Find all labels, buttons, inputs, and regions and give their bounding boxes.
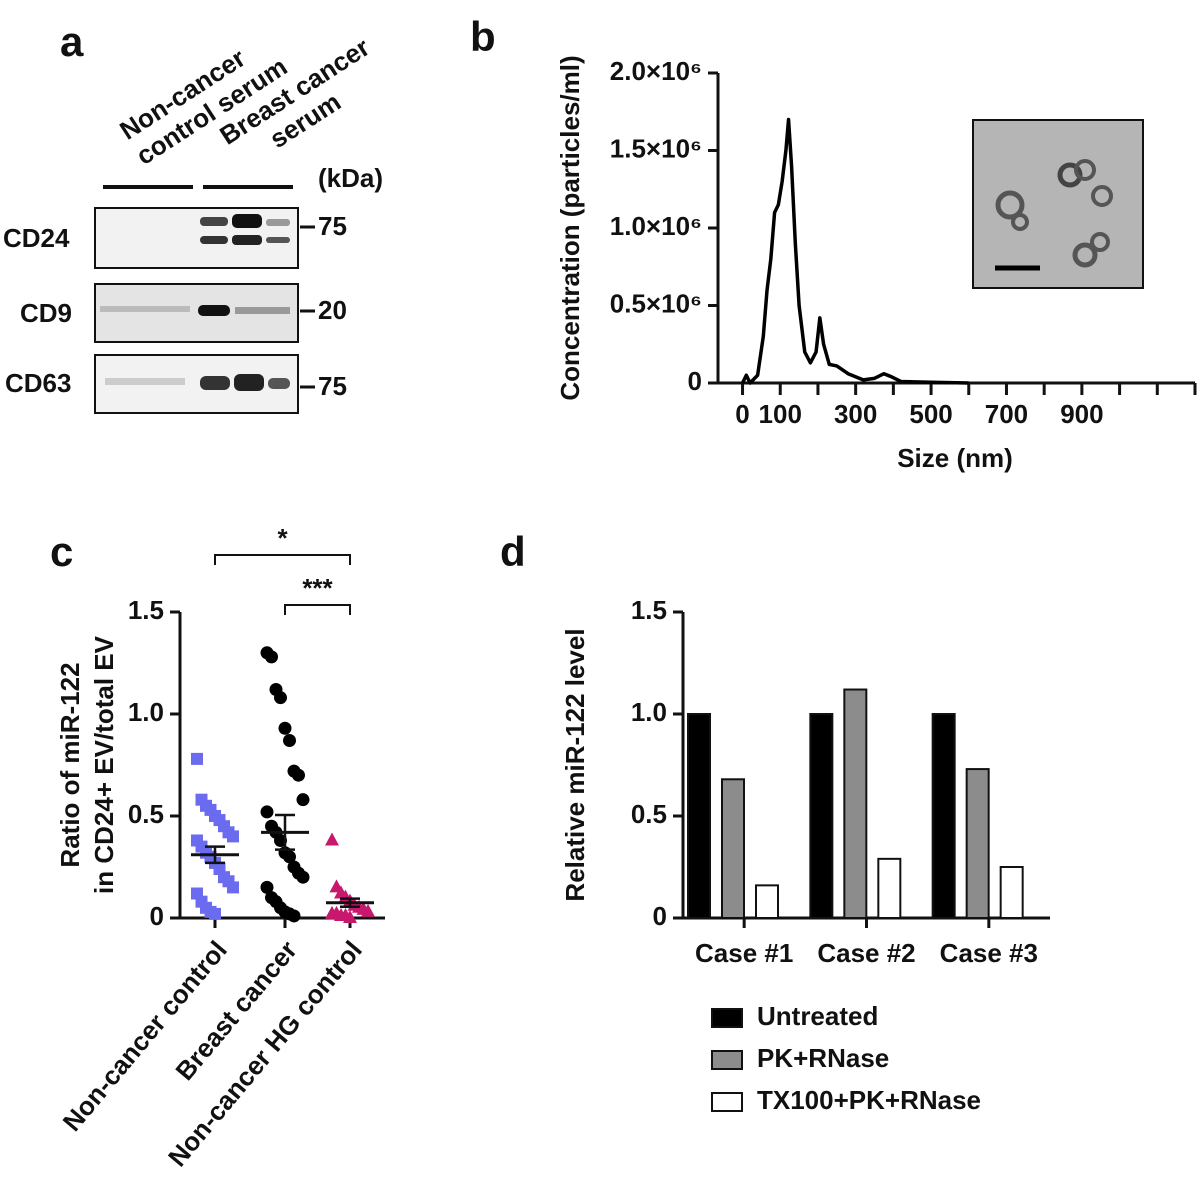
data-point (209, 907, 221, 920)
blot-marker: 20 (318, 295, 347, 325)
sem-bar (275, 813, 295, 851)
data-point (227, 830, 239, 843)
legend-swatch (711, 1008, 743, 1028)
bar (721, 778, 745, 920)
y-axis-label: Concentration (particles/ml) (555, 55, 585, 400)
legend-label: PK+RNase (757, 1043, 889, 1073)
y-axis-label: in CD24+ EV/total EV (89, 635, 119, 894)
blot-row-label: CD63 (5, 368, 71, 398)
bar (965, 768, 990, 920)
bar (843, 688, 868, 920)
legend-label: Untreated (757, 1001, 878, 1031)
data-point (292, 768, 305, 782)
data-point (274, 691, 287, 705)
y-tick-label: 0.5 (631, 799, 667, 829)
data-point (296, 870, 310, 884)
significance-bracket (214, 554, 351, 565)
data-point (278, 721, 292, 735)
data-point (260, 805, 274, 819)
legend-label: TX100+PK+RNase (757, 1085, 981, 1115)
x-tick-label: 100 (759, 399, 802, 429)
y-tick-label: 0.5×10⁶ (610, 288, 702, 318)
blot-row-label: CD9 (20, 298, 72, 328)
bar (877, 857, 902, 920)
sem-bar (205, 845, 225, 865)
data-point (287, 909, 301, 923)
y-tick-label: 1.5 (128, 595, 164, 625)
data-point (361, 903, 375, 917)
x-tick-label: Case #1 (695, 938, 793, 968)
blot-row-label: CD24 (3, 223, 70, 253)
data-point (296, 793, 310, 807)
data-point (343, 910, 357, 923)
x-axis-label: Size (nm) (897, 443, 1013, 473)
data-point (283, 850, 296, 864)
y-tick-label: 0 (150, 901, 164, 931)
y-axis-label: Relative miR-122 level (560, 628, 590, 901)
size-curve (740, 117, 969, 385)
y-axis-label: Ratio of miR-122 (55, 662, 85, 867)
blot-unit: (kDa) (318, 163, 383, 193)
x-tick-label: 0 (735, 399, 749, 429)
x-tick-label: 900 (1060, 399, 1103, 429)
bar (999, 866, 1024, 919)
bar (755, 884, 779, 919)
y-tick-label: 0.5 (128, 799, 164, 829)
sem-bar (340, 897, 360, 909)
y-tick-label: 1.0 (631, 697, 667, 727)
significance-bracket (284, 604, 351, 615)
data-point (260, 880, 274, 894)
y-tick-label: 1.5×10⁶ (610, 133, 702, 163)
legend-swatch (711, 1092, 743, 1112)
significance-label: * (277, 523, 288, 553)
blot-images (94, 207, 299, 414)
data-point (191, 752, 203, 765)
x-tick-label: 500 (909, 399, 952, 429)
x-tick-label: Case #2 (817, 938, 915, 968)
bar (931, 713, 956, 919)
significance-label: *** (302, 573, 333, 603)
x-tick-label: 700 (985, 399, 1028, 429)
y-tick-label: 1.0×10⁶ (610, 211, 702, 241)
bar (687, 713, 711, 919)
blot-marker: 75 (318, 371, 347, 401)
y-tick-label: 1.0 (128, 697, 164, 727)
x-tick-label: 300 (834, 399, 877, 429)
legend-swatch (711, 1050, 743, 1070)
bar (809, 713, 834, 919)
x-tick-label: Case #3 (940, 938, 1038, 968)
y-tick-label: 2.0×10⁶ (610, 56, 702, 86)
panel-label: a (60, 18, 84, 65)
data-point (265, 650, 278, 664)
blot-marker: 75 (318, 211, 347, 241)
y-tick-label: 1.5 (631, 595, 667, 625)
panel-label: c (50, 528, 73, 575)
data-point (325, 832, 339, 846)
panel-label: b (470, 13, 496, 60)
y-tick-label: 0 (653, 901, 667, 931)
data-point (227, 881, 239, 894)
panel-label: d (500, 528, 526, 575)
tem-inset (972, 119, 1144, 289)
y-tick-label: 0 (688, 366, 702, 396)
data-point (283, 734, 296, 748)
